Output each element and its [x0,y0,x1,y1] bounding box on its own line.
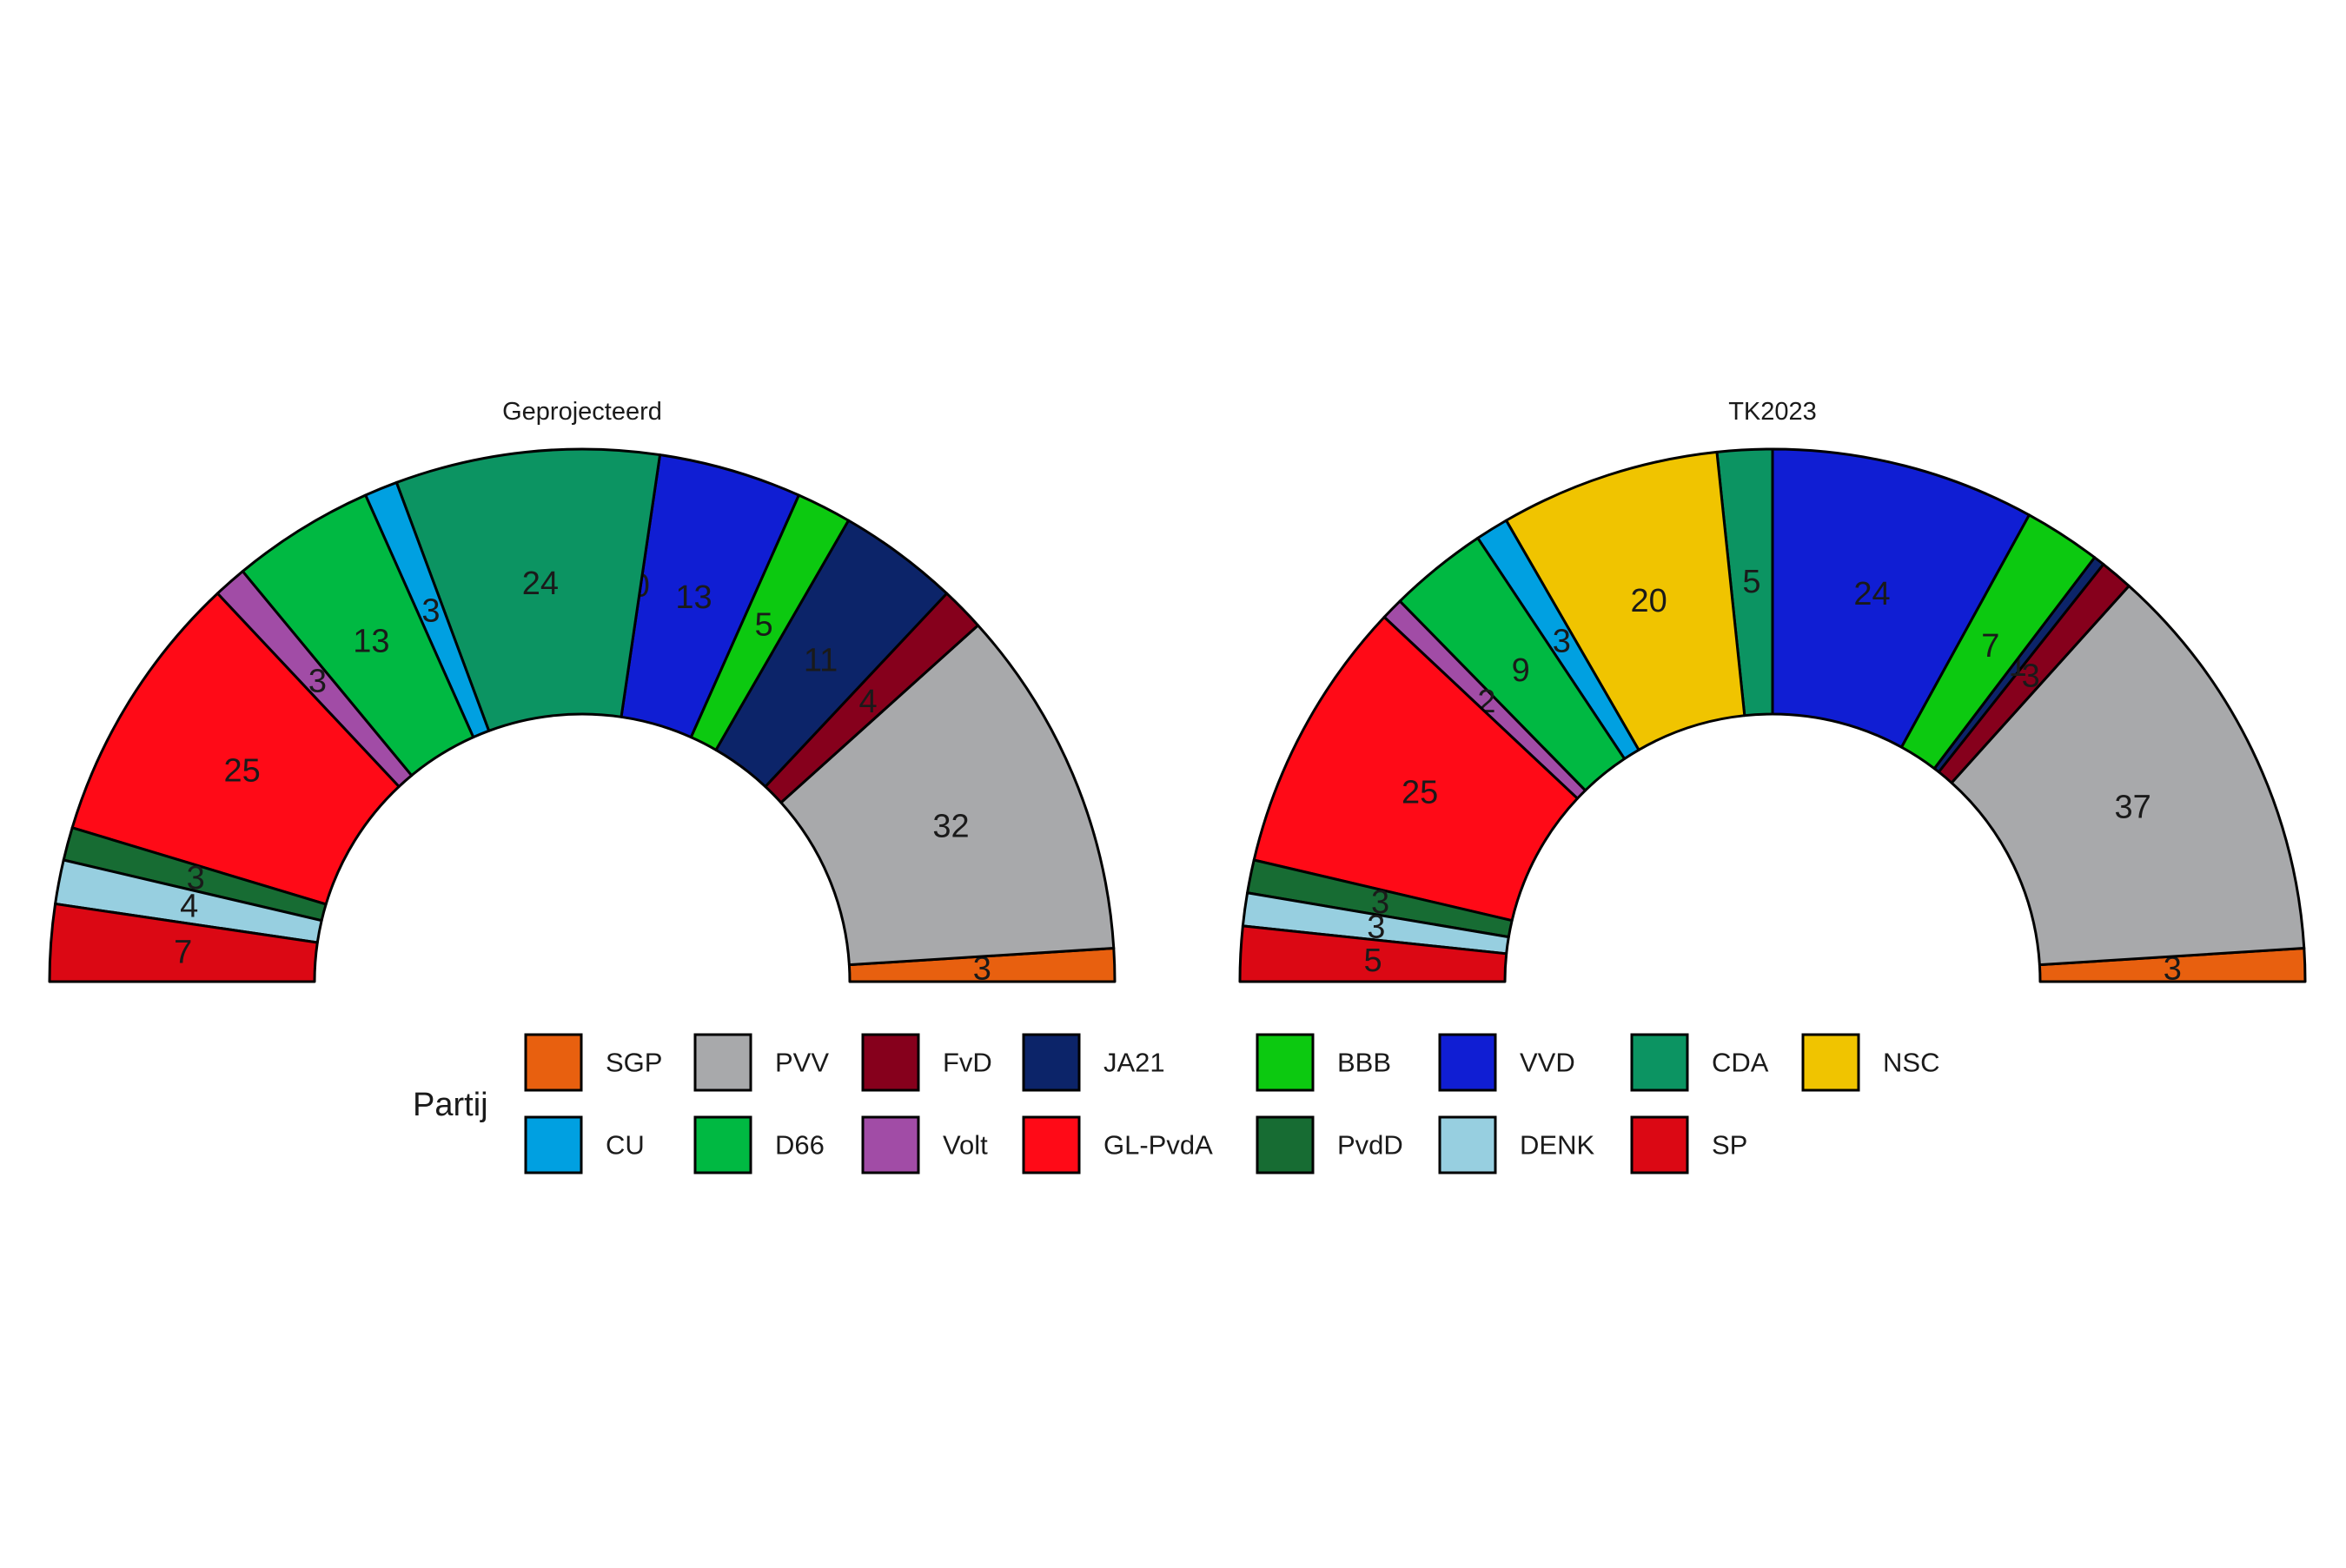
legend-item-sgp: SGP [524,1033,662,1092]
legend-label: CDA [1712,1048,1769,1078]
legend-label: GL-PvdA [1103,1130,1213,1161]
seat-label-ja21: 11 [804,642,838,678]
legend-swatch [693,1115,752,1174]
legend-label: NSC [1883,1048,1939,1078]
legend-swatch [1438,1033,1497,1092]
legend-item-volt: Volt [861,1115,988,1174]
legend: Partij SGP PVV FvD JA21 BBB VVD CDA NSC CU D66 Volt… [413,1033,1939,1174]
legend-swatch [1438,1115,1497,1174]
seat-label-d66: 9 [1512,652,1530,689]
slice-sp [1238,924,1508,983]
seat-label-cda: 5 [1742,564,1760,600]
legend-label: PvdD [1337,1130,1403,1161]
legend-item-nsc: NSC [1801,1033,1939,1092]
legend-item-fvd: FvD [861,1033,992,1092]
seat-label-fvd: 3 [2022,658,2040,694]
legend-swatch [861,1115,920,1174]
seat-label-sp: 7 [174,934,192,970]
seat-label-cu: 3 [421,593,440,630]
seat-label-volt: 3 [308,664,327,700]
seat-label-cda: 24 [522,566,559,602]
legend-item-cda: CDA [1630,1033,1769,1092]
legend-label: DENK [1520,1130,1594,1161]
legend-label: SGP [606,1048,662,1078]
seat-label-sgp: 3 [2164,951,2182,988]
legend-swatch [1256,1115,1315,1174]
seat-label-pvv: 32 [932,809,969,845]
seat-label-denk: 3 [1367,910,1385,946]
legend-item-vvd: VVD [1438,1033,1575,1092]
legend-swatch [861,1033,920,1092]
legend-title: Partij [413,1087,488,1123]
seat-label-vvd: 13 [675,579,712,616]
legend-swatch [524,1115,583,1174]
legend-label: JA21 [1103,1048,1165,1078]
panel-geprojecteerd: Geprojecteerd332411513024313325347 [48,398,1117,988]
seat-label-bbb: 5 [754,607,772,644]
legend-item-pvdd: PvdD [1256,1115,1403,1174]
legend-label: PVV [775,1048,829,1078]
legend-item-bbb: BBB [1256,1033,1391,1092]
slice-pvv [779,624,1116,967]
seat-label-pvdd: 3 [1371,884,1389,921]
legend-label: SP [1712,1130,1747,1161]
legend-label: Volt [943,1130,988,1161]
seat-label-vvd: 24 [1853,576,1890,612]
legend-swatch [1256,1033,1315,1092]
legend-item-cu: CU [524,1115,645,1174]
seat-label-pvdd: 3 [187,860,205,896]
seat-label-cu: 3 [1553,624,1571,660]
legend-swatch [1801,1033,1860,1092]
seat-label-sgp: 3 [973,951,991,988]
legend-swatch [1630,1115,1689,1174]
legend-item-gl-pvda: GL-PvdA [1022,1115,1213,1174]
panel-title: TK2023 [1728,398,1817,426]
legend-label: VVD [1520,1048,1575,1078]
seat-label-gl-pvda: 25 [223,752,260,789]
seat-label-pvv: 37 [2114,790,2150,826]
seat-label-bbb: 7 [1981,628,1999,665]
legend-swatch [693,1033,752,1092]
legend-swatch [1022,1033,1081,1092]
slice-sp [48,902,319,983]
seat-label-d66: 13 [353,624,389,660]
seat-label-sp: 5 [1364,943,1382,979]
legend-swatch [1630,1033,1689,1092]
seat-label-fvd: 4 [858,684,877,720]
seat-label-denk: 4 [180,889,198,925]
slice-pvv [1950,584,2306,967]
seat-label-gl-pvda: 25 [1402,774,1438,810]
legend-label: BBB [1337,1048,1391,1078]
legend-item-denk: DENK [1438,1115,1594,1174]
legend-swatch [524,1033,583,1092]
legend-item-d66: D66 [693,1115,825,1174]
legend-label: D66 [775,1130,825,1161]
legend-item-sp: SP [1630,1115,1747,1174]
legend-label: FvD [943,1048,992,1078]
seat-label-nsc: 20 [1631,583,1667,619]
legend-item-pvv: PVV [693,1033,829,1092]
panel-title: Geprojecteerd [502,398,662,426]
legend-item-ja21: JA21 [1022,1033,1165,1092]
legend-label: CU [606,1130,645,1161]
legend-swatch [1022,1115,1081,1174]
